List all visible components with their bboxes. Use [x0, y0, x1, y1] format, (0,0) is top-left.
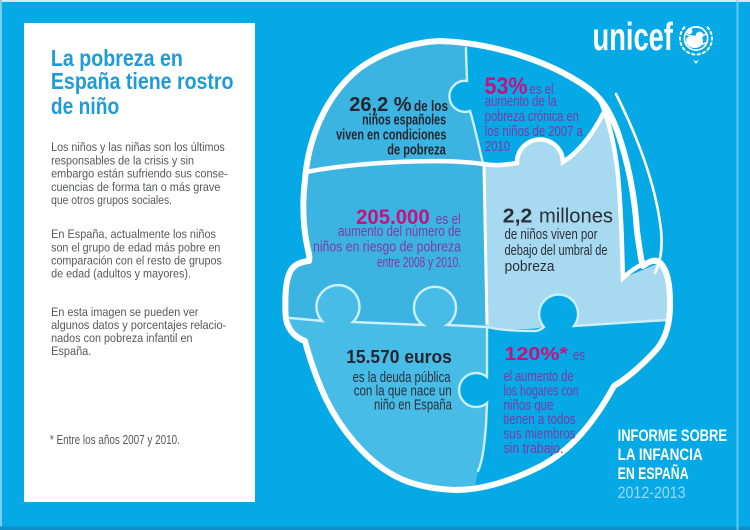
svg-text:son el grupo de edad más pobre: son el grupo de edad más pobre en [51, 240, 220, 254]
svg-text:aumento del número de: aumento del número de [338, 224, 461, 240]
svg-text:de edad (adultos y mayores).: de edad (adultos y mayores). [51, 267, 191, 281]
svg-text:53%: 53% [485, 73, 528, 100]
svg-text:que otros grupos sociales.: que otros grupos sociales. [51, 193, 172, 207]
svg-text:aumento de la: aumento de la [485, 94, 558, 110]
svg-text:de los: de los [414, 98, 448, 115]
svg-text:En esta imagen se pueden ver: En esta imagen se pueden ver [51, 305, 198, 319]
svg-text:La pobreza en: La pobreza en [51, 45, 183, 71]
svg-text:de niño: de niño [51, 93, 119, 119]
svg-text:de niños viven por: de niños viven por [505, 227, 598, 243]
svg-text:España tiene rostro: España tiene rostro [51, 68, 234, 94]
svg-text:2012-2013: 2012-2013 [618, 484, 686, 502]
svg-text:unicef: unicef [593, 16, 674, 59]
svg-text:es la deuda pública: es la deuda pública [353, 370, 452, 386]
svg-text:algunos datos y porcentajes re: algunos datos y porcentajes relacio- [51, 318, 226, 332]
svg-text:120%*: 120%* [505, 344, 568, 364]
svg-text:entre 2008 y 2010.: entre 2008 y 2010. [377, 255, 461, 271]
svg-text:26,2 %: 26,2 % [349, 94, 412, 116]
svg-text:niños que: niños que [504, 398, 554, 414]
svg-text:es: es [573, 348, 585, 364]
svg-text:sus miembros: sus miembros [504, 427, 576, 443]
svg-text:responsables de la crisis y si: responsables de la crisis y sin [51, 153, 194, 167]
svg-text:* Entre los años 2007 y 2010.: * Entre los años 2007 y 2010. [50, 433, 180, 447]
svg-text:LA INFANCIA: LA INFANCIA [618, 446, 703, 464]
svg-text:En España, actualmente los niñ: En España, actualmente los niños [51, 227, 216, 241]
svg-text:EN ESPAÑA: EN ESPAÑA [618, 463, 689, 483]
svg-text:Los niños y las niñas son los: Los niños y las niñas son los últimos [51, 140, 225, 154]
svg-text:INFORME SOBRE: INFORME SOBRE [618, 427, 727, 445]
svg-text:niño en España: niño en España [374, 397, 453, 413]
svg-text:cuencias de forma tan o más gr: cuencias de forma tan o más grave [51, 180, 220, 194]
svg-text:pobreza: pobreza [505, 259, 556, 275]
svg-text:sin trabajo.: sin trabajo. [504, 441, 564, 457]
svg-text:nados con pobreza infantil en: nados con pobreza infantil en [51, 331, 193, 345]
svg-text:con la que nace un: con la que nace un [354, 384, 452, 400]
svg-text:15.570 euros: 15.570 euros [346, 346, 452, 367]
svg-text:debajo del umbral de: debajo del umbral de [505, 243, 608, 259]
svg-text:España.: España. [51, 344, 91, 358]
svg-text:niños españoles: niños españoles [362, 112, 446, 129]
svg-text:niños en riesgo de pobreza: niños en riesgo de pobreza [313, 240, 462, 256]
svg-text:tienen a todos: tienen a todos [504, 412, 576, 428]
svg-text:embargo están sufriendo sus co: embargo están sufriendo sus conse- [51, 167, 228, 181]
svg-text:los niños de 2007 a: los niños de 2007 a [485, 124, 584, 140]
svg-text:es el: es el [436, 212, 461, 228]
svg-text:2010: 2010 [485, 139, 510, 155]
svg-text:pobreza crónica en: pobreza crónica en [485, 109, 579, 125]
svg-text:205.000: 205.000 [356, 205, 430, 229]
svg-text:de pobreza: de pobreza [387, 142, 446, 159]
svg-text:millones: millones [539, 206, 613, 228]
svg-text:los hogares con: los hogares con [504, 383, 579, 399]
svg-text:es el: es el [530, 82, 554, 98]
svg-text:comparación con el resto de gr: comparación con el resto de grupos [51, 254, 222, 268]
svg-text:el aumento de: el aumento de [504, 369, 574, 385]
svg-text:viven en condiciones: viven en condiciones [336, 127, 446, 144]
svg-text:2,2: 2,2 [503, 206, 533, 228]
